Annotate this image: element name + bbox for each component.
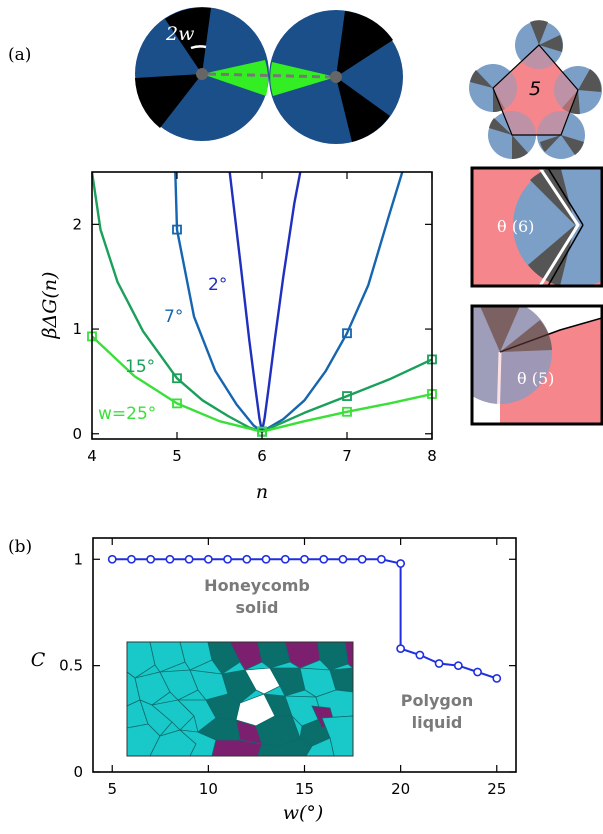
data-point [396,644,406,654]
data-point [434,659,444,668]
x-tick-label: 4 [87,447,97,465]
data-point-15 [172,373,182,384]
y-tick-label: 0 [72,425,82,443]
data-point [184,554,194,564]
x-tick-label: 6 [257,447,267,465]
series-line-15 [92,172,432,433]
x-tick-label: 15 [295,780,314,798]
pentagon-label: 5 [529,78,541,100]
particle-left: 2w [135,7,269,141]
series-line-2 [228,172,302,433]
x-tick-label: 7 [342,447,352,465]
inset-theta-6-label: θ (6) [497,217,534,236]
data-point [473,667,482,677]
data-point [107,554,117,564]
data-point [300,554,309,564]
data-point [357,554,367,564]
curve-label-w2: 2° [208,275,227,295]
series-line-w-25 [92,335,432,433]
chart-a-ylabel: βΔG(n) [39,272,61,340]
phase-label-liquid: liquid [412,713,463,732]
y-tick-label: 1 [72,320,82,338]
pentagon-illustration: 5 [469,20,602,160]
data-point [203,554,213,564]
chart-a-xlabel: n [256,481,268,503]
curve-label-w25: w=25° [98,404,156,424]
data-point [396,559,406,568]
y-tick-label: 2 [72,215,82,233]
phase-label-solid: solid [236,598,279,617]
y-tick-label: 0.5 [59,657,83,675]
panel-label-b: (b) [8,537,32,557]
curve-label-w15: 15° [125,357,155,377]
data-point [338,554,348,564]
data-point-15 [342,391,352,401]
inset-theta-5-label: θ (5) [517,369,554,388]
series-line [112,558,498,680]
data-point-w-25 [172,398,182,409]
data-point [319,554,329,564]
chart-b-xlabel: w(°) [283,802,324,824]
x-tick-label: 8 [427,447,437,465]
inset-theta-6: θ (6) [470,166,603,288]
x-tick-label: 25 [487,780,506,798]
data-point [146,554,156,564]
tiling-snapshot [126,641,354,757]
y-tick-label: 0 [73,763,83,781]
curve-label-w7: 7° [164,307,183,327]
particle-width-label: 2w [165,23,194,45]
data-point-w-25 [342,406,352,417]
particle-illustration: 2w [135,7,403,144]
y-tick-label: 1 [73,550,83,568]
free-energy-chart: 4 5 6 7 8 0 1 2 2° 7° 15° w=25° n βΔG(n) [39,171,437,503]
x-tick-label: 20 [391,780,410,798]
order-parameter-chart: 5 10 15 20 25 0 0.5 1 [31,537,517,824]
data-point [377,554,386,564]
data-point [492,674,502,683]
x-tick-label: 5 [107,780,117,798]
series-line-7 [174,172,404,433]
phase-label-polygon: Polygon [401,691,473,710]
inset-theta-5: θ (5) [470,304,603,426]
panel-label-a: (a) [8,45,31,65]
data-point-7 [342,328,352,339]
data-point [165,554,175,564]
data-point-7 [172,224,182,235]
data-point [415,650,425,660]
particle-right [269,10,403,144]
data-point [242,554,252,564]
data-point [127,554,136,564]
x-tick-label: 5 [172,447,182,465]
data-point [261,554,271,564]
chart-b-ylabel: C [31,649,46,671]
data-point [223,554,232,564]
curve-labels: 2° 7° 15° w=25° [98,275,227,424]
data-point [280,554,290,564]
phase-label-honeycomb: Honeycomb [204,576,310,595]
data-point [453,661,463,671]
x-tick-label: 10 [199,780,218,798]
chart-a-frame [91,171,433,440]
